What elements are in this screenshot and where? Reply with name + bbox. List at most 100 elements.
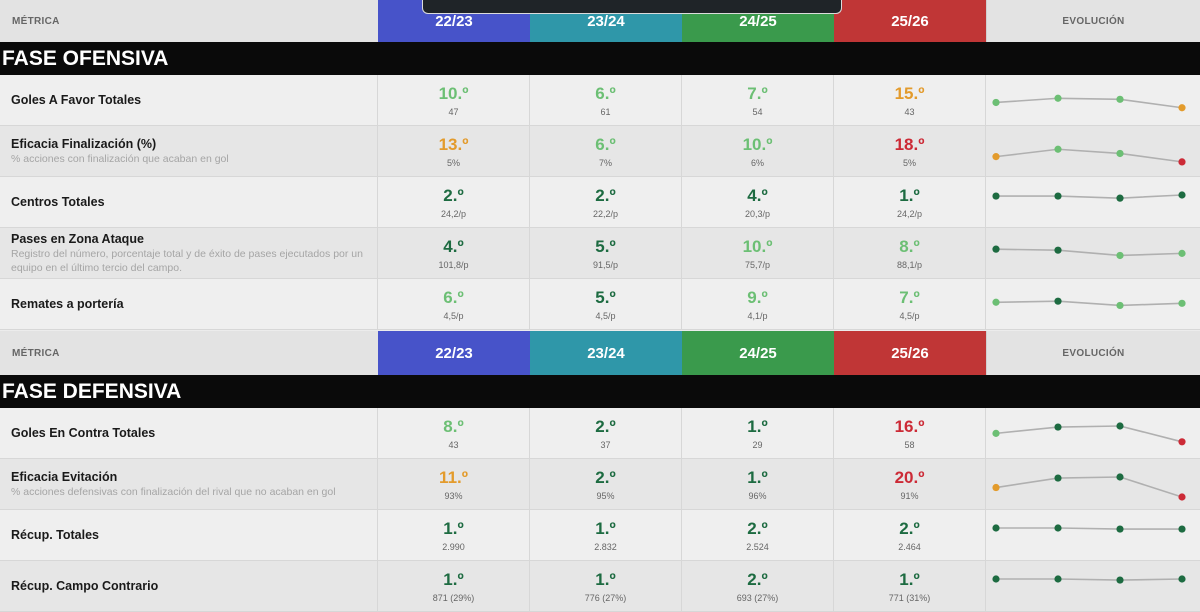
- sparkline-point: [992, 483, 1000, 492]
- metric-cell: Récup. Totales: [0, 510, 378, 560]
- stat-value: 91%: [900, 490, 919, 501]
- rank-value: 5.º: [595, 236, 616, 256]
- evolution-sparkline-cell: [986, 459, 1200, 509]
- season-value-cell: 6.º 4,5/p: [378, 279, 530, 329]
- season-value-cell: 1.º 29: [682, 408, 834, 458]
- season-value-cell: 10.º 47: [378, 75, 530, 125]
- stat-value: 24,2/p: [896, 208, 923, 219]
- metric-cell: Centros Totales: [0, 177, 378, 227]
- evolution-sparkline-cell: [986, 561, 1200, 611]
- rank-value: 2.º: [595, 185, 616, 205]
- rank-value: 1.º: [899, 569, 920, 589]
- season-value-cell: 8.º 88,1/p: [834, 228, 986, 278]
- sparkline-point: [1054, 94, 1062, 102]
- evolution-column-header: EVOLUCIÓN: [986, 331, 1200, 375]
- rank-value: 2.º: [595, 467, 616, 487]
- sparkline-point: [1116, 301, 1124, 310]
- rank-value: 16.º: [894, 416, 925, 436]
- stat-value: 4,5/p: [443, 310, 464, 321]
- season-value-cell: 2.º 37: [530, 408, 682, 458]
- rank-value: 2.º: [443, 185, 464, 205]
- evolution-sparkline-cell: [986, 126, 1200, 176]
- metric-row: Eficacia Finalización (%)% acciones con …: [0, 126, 1200, 177]
- stat-value: 95%: [596, 490, 615, 501]
- metric-cell: Pases en Zona Ataque Registro del número,…: [0, 228, 378, 278]
- stat-value: 2.524: [746, 541, 769, 552]
- sparkline-point: [1054, 423, 1062, 431]
- season-value-cell: 1.º 96%: [682, 459, 834, 509]
- sparkline-point: [992, 575, 1000, 583]
- stat-value: 6%: [750, 157, 764, 168]
- sparkline-point: [992, 524, 1000, 532]
- rank-value: 1.º: [747, 416, 768, 436]
- season-value-cell: 2.º 22,2/p: [530, 177, 682, 227]
- season-header-23-24: 23/24: [530, 331, 682, 375]
- sparkline-point: [1116, 149, 1124, 158]
- evolution-sparkline: [992, 191, 1186, 202]
- season-value-cell: 6.º 7%: [530, 126, 682, 176]
- sparkline-point: [1054, 192, 1062, 200]
- video-control-overlay[interactable]: [422, 0, 842, 14]
- sparkline-point: [1178, 104, 1186, 112]
- metric-cell: Goles En Contra Totales: [0, 408, 378, 458]
- season-header-25-26: 25/26: [834, 331, 986, 375]
- metric-name: Pases en Zona Ataque: [11, 231, 144, 246]
- stat-value: 4,1/p: [747, 310, 768, 321]
- season-value-cell: 5.º 4,5/p: [530, 279, 682, 329]
- evolution-sparkline: [992, 297, 1186, 310]
- rank-value: 18.º: [894, 134, 925, 154]
- evolution-sparkline: [992, 145, 1186, 166]
- section-title-defensive: FASE DEFENSIVA: [0, 375, 1200, 408]
- stat-value: 93%: [444, 490, 463, 501]
- rank-value: 20.º: [894, 467, 925, 487]
- stat-value: 75,7/p: [744, 259, 771, 270]
- stat-value: 61: [600, 106, 611, 117]
- rank-value: 1.º: [595, 569, 616, 589]
- evolution-sparkline: [992, 524, 1186, 533]
- sparkline-point: [1116, 95, 1124, 103]
- rank-value: 8.º: [899, 236, 920, 256]
- sparkline-path: [996, 527, 1182, 530]
- stat-value: 43: [904, 106, 915, 117]
- section-title-offensive: FASE OFENSIVA: [0, 42, 1200, 75]
- rank-value: 7.º: [747, 83, 768, 103]
- stat-value: 4,5/p: [899, 310, 920, 321]
- season-value-cell: 7.º 4,5/p: [834, 279, 986, 329]
- stat-value: 22,2/p: [592, 208, 619, 219]
- sparkline-point: [1054, 575, 1062, 583]
- sparkline-point: [1116, 422, 1124, 430]
- season-value-cell: 20.º 91%: [834, 459, 986, 509]
- sparkline-point: [1178, 299, 1186, 307]
- metric-cell: Récup. Campo Contrario: [0, 561, 378, 611]
- metric-name: Récup. Totales: [11, 528, 99, 542]
- season-value-cell: 5.º 91,5/p: [530, 228, 682, 278]
- metric-name: Goles A Favor Totales: [11, 93, 142, 107]
- sparkline-point: [1178, 493, 1186, 501]
- sparkline-point: [1178, 438, 1186, 446]
- stat-value: 20,3/p: [744, 208, 771, 219]
- metric-cell: Eficacia Evitación% acciones defensivas …: [0, 459, 378, 509]
- sparkline-path: [996, 194, 1183, 199]
- season-value-cell: 8.º 43: [378, 408, 530, 458]
- metric-name: Goles En Contra Totales: [11, 426, 156, 440]
- header-row-2: MÉTRICA 22/23 23/24 24/25 25/26 EVOLUCIÓ…: [0, 331, 1200, 375]
- rank-value: 10.º: [438, 83, 469, 103]
- sparkline-point: [1054, 145, 1062, 153]
- metric-row: Pases en Zona Ataque Registro del número,…: [0, 228, 1200, 279]
- metric-description: % acciones defensivas con finalización d…: [11, 485, 336, 498]
- metric-row: Goles En Contra Totales 8.º 43 2.º 37 1.º 29 16…: [0, 408, 1200, 459]
- metric-row: Récup. Campo Contrario 1.º 871 (29%) 1.º 776…: [0, 561, 1200, 612]
- sparkline-point: [1178, 525, 1186, 533]
- sparkline-point: [1054, 524, 1062, 532]
- season-value-cell: 1.º 2.990: [378, 510, 530, 560]
- season-header-24-25: 24/25: [682, 331, 834, 375]
- season-value-cell: 18.º 5%: [834, 126, 986, 176]
- rank-value: 9.º: [747, 287, 768, 307]
- evolution-sparkline-cell: [986, 408, 1200, 458]
- sparkline-path: [995, 148, 1183, 163]
- season-value-cell: 10.º 75,7/p: [682, 228, 834, 278]
- sparkline-point: [992, 98, 1000, 107]
- sparkline-path: [995, 248, 1183, 257]
- metric-cell: Remates a portería: [0, 279, 378, 329]
- rank-value: 1.º: [747, 467, 768, 487]
